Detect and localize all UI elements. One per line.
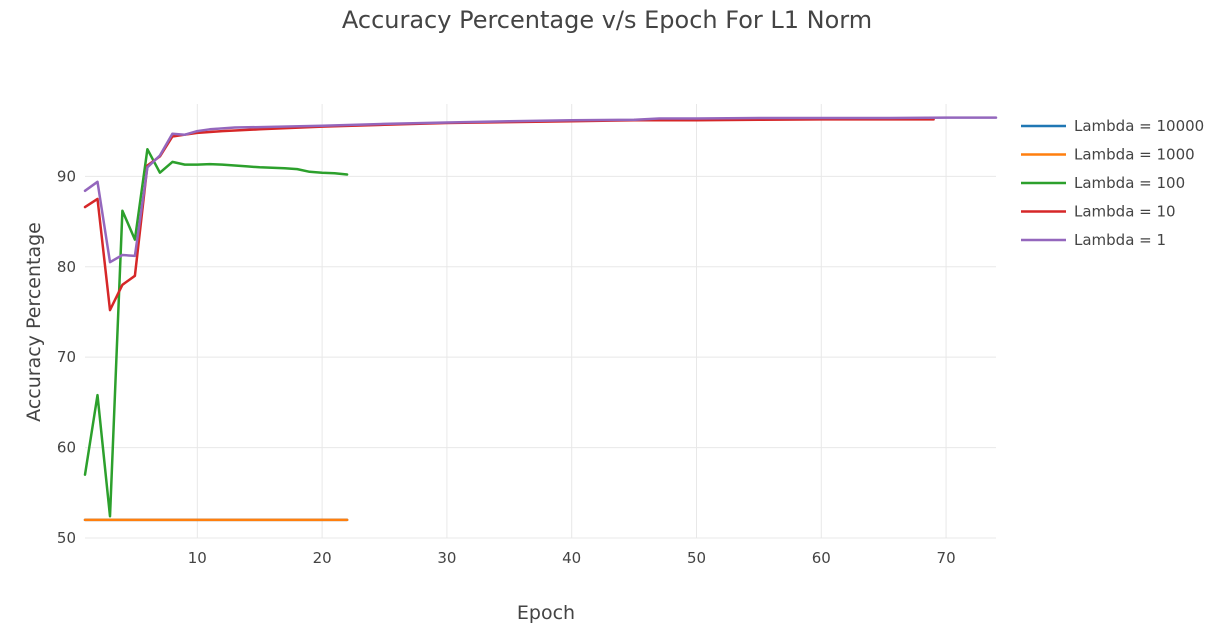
x-tick-label: 20 <box>313 549 332 567</box>
legend-label: Lambda = 1000 <box>1074 146 1195 164</box>
plot-area <box>83 104 998 539</box>
y-gridlines <box>85 175 996 539</box>
legend-item-4[interactable]: Lambda = 1 <box>1021 231 1166 249</box>
legend-item-2[interactable]: Lambda = 100 <box>1021 174 1185 192</box>
legend-label: Lambda = 1 <box>1074 231 1166 249</box>
y-tick-label: 70 <box>57 348 76 366</box>
legend-label: Lambda = 100 <box>1074 174 1185 192</box>
chart-title: Accuracy Percentage v/s Epoch For L1 Nor… <box>342 6 872 34</box>
x-tick-label: 10 <box>188 549 207 567</box>
x-axis-title: Epoch <box>517 602 575 624</box>
y-axis-title: Accuracy Percentage <box>23 222 45 422</box>
legend: Lambda = 10000 Lambda = 1000 Lambda = 100 L… <box>1021 117 1204 249</box>
x-gridlines <box>196 104 947 538</box>
legend-label: Lambda = 10 <box>1074 203 1176 221</box>
legend-label: Lambda = 10000 <box>1074 117 1204 135</box>
series-line-3 <box>83 118 935 312</box>
legend-item-0[interactable]: Lambda = 10000 <box>1021 117 1204 135</box>
series-lines <box>83 116 998 522</box>
x-axis-ticks: 10 20 30 40 50 60 70 <box>188 549 956 567</box>
y-tick-label: 90 <box>57 167 76 185</box>
y-tick-label: 60 <box>57 439 76 457</box>
y-axis-ticks: 50 60 70 80 90 <box>57 167 76 547</box>
x-tick-label: 70 <box>937 549 956 567</box>
series-line-2 <box>83 147 349 518</box>
x-tick-label: 40 <box>562 549 581 567</box>
x-tick-label: 50 <box>687 549 706 567</box>
y-tick-label: 80 <box>57 258 76 276</box>
series-line-4 <box>83 116 998 264</box>
y-tick-label: 50 <box>57 529 76 547</box>
legend-item-3[interactable]: Lambda = 10 <box>1021 203 1176 221</box>
x-tick-label: 30 <box>437 549 456 567</box>
legend-item-1[interactable]: Lambda = 1000 <box>1021 146 1195 164</box>
x-tick-label: 60 <box>812 549 831 567</box>
